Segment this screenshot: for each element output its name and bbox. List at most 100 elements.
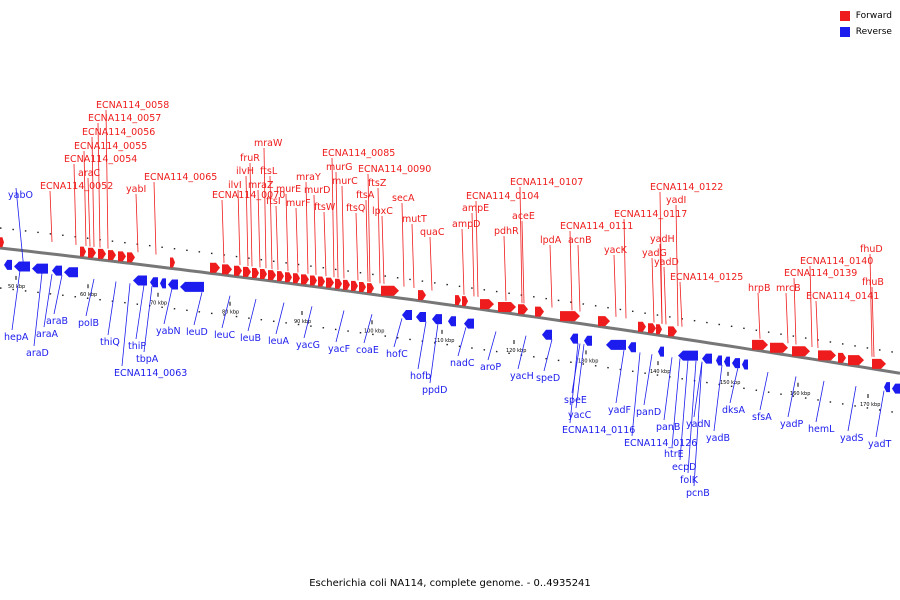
reverse-leader-36 xyxy=(693,361,703,487)
forward-gene-7 xyxy=(170,257,175,268)
reverse-label-32: htrE xyxy=(664,449,684,460)
forward-label-5: araC xyxy=(78,168,101,179)
forward-leader-49 xyxy=(679,281,683,327)
reverse-label-28: yadF xyxy=(608,405,631,416)
tick-label-12: 170 kbp xyxy=(860,402,880,408)
forward-leader-39 xyxy=(549,244,553,308)
reverse-label-17: coaE xyxy=(356,345,379,356)
forward-label-16: murE xyxy=(276,184,301,195)
forward-label-29: secA xyxy=(392,193,415,204)
reverse-label-27: ECNA114_0116 xyxy=(562,425,635,436)
reverse-label-11: leuC xyxy=(214,330,236,341)
forward-leader-33 xyxy=(519,186,523,304)
forward-label-46: yadH xyxy=(650,234,675,245)
forward-leader-53 xyxy=(757,292,761,339)
forward-leader-20 xyxy=(323,211,327,277)
forward-leader-32 xyxy=(221,199,225,263)
forward-leader-7 xyxy=(135,193,139,253)
tick-label-3: 80 kbp xyxy=(222,310,239,316)
reverse-leader-43 xyxy=(875,390,885,438)
forward-label-32: ECNA114_0070 xyxy=(212,190,285,201)
tick-label-7: 120 kbp xyxy=(506,348,526,354)
forward-gene-11 xyxy=(243,266,251,277)
forward-leader-46 xyxy=(659,243,663,324)
forward-gene-16 xyxy=(285,272,292,283)
reverse-label-30: panB xyxy=(656,422,680,433)
forward-gene-45 xyxy=(838,352,846,363)
forward-gene-15 xyxy=(277,271,284,282)
forward-label-30: mutT xyxy=(402,214,427,225)
reverse-label-33: ecpD xyxy=(672,462,696,473)
reverse-leader-26 xyxy=(575,344,585,409)
reverse-gene-27 xyxy=(884,382,890,393)
forward-gene-1 xyxy=(80,246,86,257)
forward-label-45: ECNA114_0117 xyxy=(614,209,687,220)
forward-gene-0 xyxy=(0,237,4,248)
reverse-gene-0 xyxy=(4,259,12,270)
reverse-label-21: nadC xyxy=(450,358,475,369)
forward-leader-30 xyxy=(411,223,415,289)
forward-leader-0 xyxy=(105,109,109,249)
legend-forward[interactable]: Forward xyxy=(839,8,892,24)
reverse-label-26: yacC xyxy=(568,410,592,421)
forward-label-54: mrcB xyxy=(776,283,801,294)
reverse-leader-30 xyxy=(663,357,673,421)
forward-leader-38 xyxy=(503,235,507,301)
forward-gene-34 xyxy=(535,306,544,317)
reverse-label-10: leuD xyxy=(186,327,208,338)
forward-label-8: ECNA114_0065 xyxy=(144,172,217,183)
reverse-leader-23 xyxy=(517,335,527,370)
reverse-label-20: ppdD xyxy=(422,385,447,396)
tick-label-5: 100 kbp xyxy=(364,328,384,334)
forward-label-6: ECNA114_0052 xyxy=(40,181,113,192)
reverse-leader-4 xyxy=(53,275,63,315)
forward-leader-6 xyxy=(49,190,53,243)
reverse-leader-5 xyxy=(85,278,95,317)
reverse-label-41: hemL xyxy=(808,424,835,435)
forward-leader-41 xyxy=(569,230,573,311)
reverse-gene-14 xyxy=(464,318,474,329)
forward-leader-3 xyxy=(83,150,87,247)
reverse-label-39: sfsA xyxy=(752,412,772,423)
reverse-gene-26 xyxy=(742,359,748,370)
forward-leader-31 xyxy=(429,236,433,291)
forward-label-0: ECNA114_0058 xyxy=(96,100,169,111)
forward-label-39: lpdA xyxy=(540,235,562,246)
forward-gene-12 xyxy=(252,267,259,278)
reverse-leader-42 xyxy=(847,386,857,432)
forward-leader-35 xyxy=(471,212,475,297)
reverse-gene-8 xyxy=(168,279,178,290)
forward-gene-3 xyxy=(98,248,106,259)
forward-leader-22 xyxy=(335,171,339,278)
reverse-gene-23 xyxy=(716,355,722,366)
forward-gene-8 xyxy=(210,262,220,273)
forward-label-50: fhuD xyxy=(860,244,883,255)
reverse-label-1: hepA xyxy=(4,332,29,343)
reverse-leader-35 xyxy=(687,360,697,474)
forward-label-44: yadI xyxy=(666,195,686,206)
forward-label-56: ECNA114_0141 xyxy=(806,291,879,302)
reverse-leader-9 xyxy=(163,288,173,325)
forward-label-51: ECNA114_0140 xyxy=(800,256,873,267)
forward-gene-41 xyxy=(752,339,768,350)
forward-label-25: ftsQ xyxy=(346,203,365,214)
forward-leader-37 xyxy=(521,220,525,304)
reverse-label-36: pcnB xyxy=(686,488,710,499)
reverse-label-9: yabN xyxy=(156,326,181,337)
reverse-leader-17 xyxy=(363,314,373,344)
reverse-label-37: yadB xyxy=(706,433,730,444)
reverse-gene-21 xyxy=(678,350,698,361)
reverse-leader-15 xyxy=(303,306,313,339)
forward-leader-13 xyxy=(237,189,241,265)
reverse-gene-12 xyxy=(432,314,442,325)
forward-gene-28 xyxy=(418,290,426,301)
legend-reverse[interactable]: Reverse xyxy=(839,24,892,40)
forward-leader-26 xyxy=(365,199,369,282)
forward-label-38: pdhR xyxy=(494,226,519,237)
forward-leader-10 xyxy=(249,162,253,267)
reverse-label-0: yabO xyxy=(8,190,33,201)
forward-leader-40 xyxy=(577,244,581,312)
forward-label-48: yadD xyxy=(654,257,679,268)
reverse-gene-13 xyxy=(448,316,456,327)
